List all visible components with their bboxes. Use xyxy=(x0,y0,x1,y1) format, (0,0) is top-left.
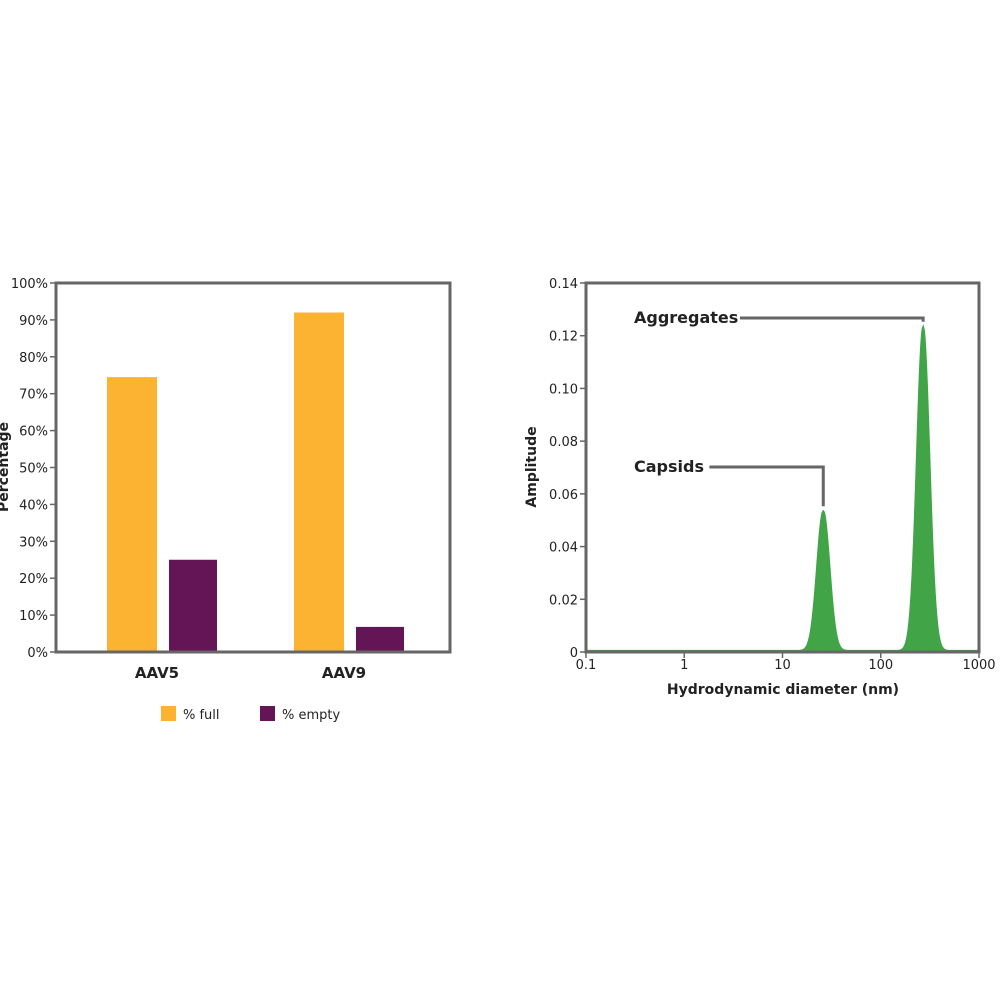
legend-swatch xyxy=(260,706,275,721)
distribution-area xyxy=(585,324,980,653)
bar-y-tick-label: 50% xyxy=(19,462,48,477)
bar-y-tick-label: 30% xyxy=(19,535,48,550)
bar-y-ticks: 0% 10% 20% 30% 40% 50% 60% 70% 80% 90% 100% xyxy=(11,277,56,661)
bar-plot-frame xyxy=(54,281,452,654)
annotation-capsids: Capsids xyxy=(634,457,704,476)
bar-y-axis-title: Percentage xyxy=(0,422,12,512)
bar-aav9-full xyxy=(294,312,344,652)
bar-y-tick-label: 60% xyxy=(19,425,48,440)
bar-y-tick-label: 40% xyxy=(19,498,48,513)
bar-aav5-full xyxy=(107,377,157,652)
distribution-y-axis-title: Amplitude xyxy=(524,426,540,507)
distribution-x-tick-label: 1000 xyxy=(962,658,995,673)
bar-y-tick-label: 70% xyxy=(19,388,48,403)
distribution-y-tick-label: 0 xyxy=(570,646,578,661)
bar-y-tick-label: 100% xyxy=(11,277,48,292)
bar-legend: % full % empty xyxy=(161,706,340,723)
bar-chart: 0%10%20%30%40%50%60%70%80%90%100% AAV5 AA… xyxy=(0,277,452,723)
distribution-x-tick-label: 1 xyxy=(680,658,688,673)
legend-label: % full xyxy=(183,708,220,723)
legend-label: % empty xyxy=(282,708,340,723)
distribution-y-tick-label: 0.08 xyxy=(549,435,578,450)
legend-swatch xyxy=(161,706,176,721)
distribution-y-tick-label: 0.12 xyxy=(549,330,578,345)
bar-y-tick-label: 80% xyxy=(19,351,48,366)
annotation-leader-line xyxy=(709,465,825,507)
bar-y-tick-label: 90% xyxy=(19,314,48,329)
distribution-y-tick-label: 0.04 xyxy=(549,541,578,556)
distribution-y-tick-label: 0.02 xyxy=(549,593,578,608)
bar-category-label: AAV5 xyxy=(135,664,179,682)
distribution-x-tick-label: 100 xyxy=(868,658,893,673)
distribution-chart: 0 0.02 0.04 0.06 0.08 0.10 0.12 0.14 0.1 1 10 100 1… xyxy=(524,277,996,698)
distribution-y-ticks: 0 0.02 0.04 0.06 0.08 0.10 0.12 0.14 xyxy=(549,277,586,661)
distribution-plot-frame xyxy=(584,281,981,654)
bar-y-tick-label: 0% xyxy=(27,646,48,661)
distribution-x-axis-title: Hydrodynamic diameter (nm) xyxy=(667,682,899,698)
bar-category-labels: AAV5 AAV9 xyxy=(135,664,366,682)
bar-series xyxy=(107,312,404,652)
bar-category-label: AAV9 xyxy=(322,664,366,682)
distribution-x-ticks: 0.1 1 10 100 1000 xyxy=(576,652,996,673)
distribution-y-tick-label: 0.10 xyxy=(549,382,578,397)
distribution-annotations: Capsids Aggregates xyxy=(634,308,925,507)
distribution-x-tick-label: 0.1 xyxy=(576,658,597,673)
distribution-x-tick-label: 10 xyxy=(774,658,791,673)
annotation-leader-line xyxy=(740,316,925,322)
bar-aav5-empty xyxy=(169,559,217,652)
distribution-y-tick-label: 0.06 xyxy=(549,488,578,503)
bar-aav9-empty xyxy=(356,626,404,652)
annotation-aggregates: Aggregates xyxy=(634,308,738,327)
bar-y-tick-label: 10% xyxy=(19,609,48,624)
distribution-y-tick-label: 0.14 xyxy=(549,277,578,292)
bar-y-tick-label: 20% xyxy=(19,572,48,587)
